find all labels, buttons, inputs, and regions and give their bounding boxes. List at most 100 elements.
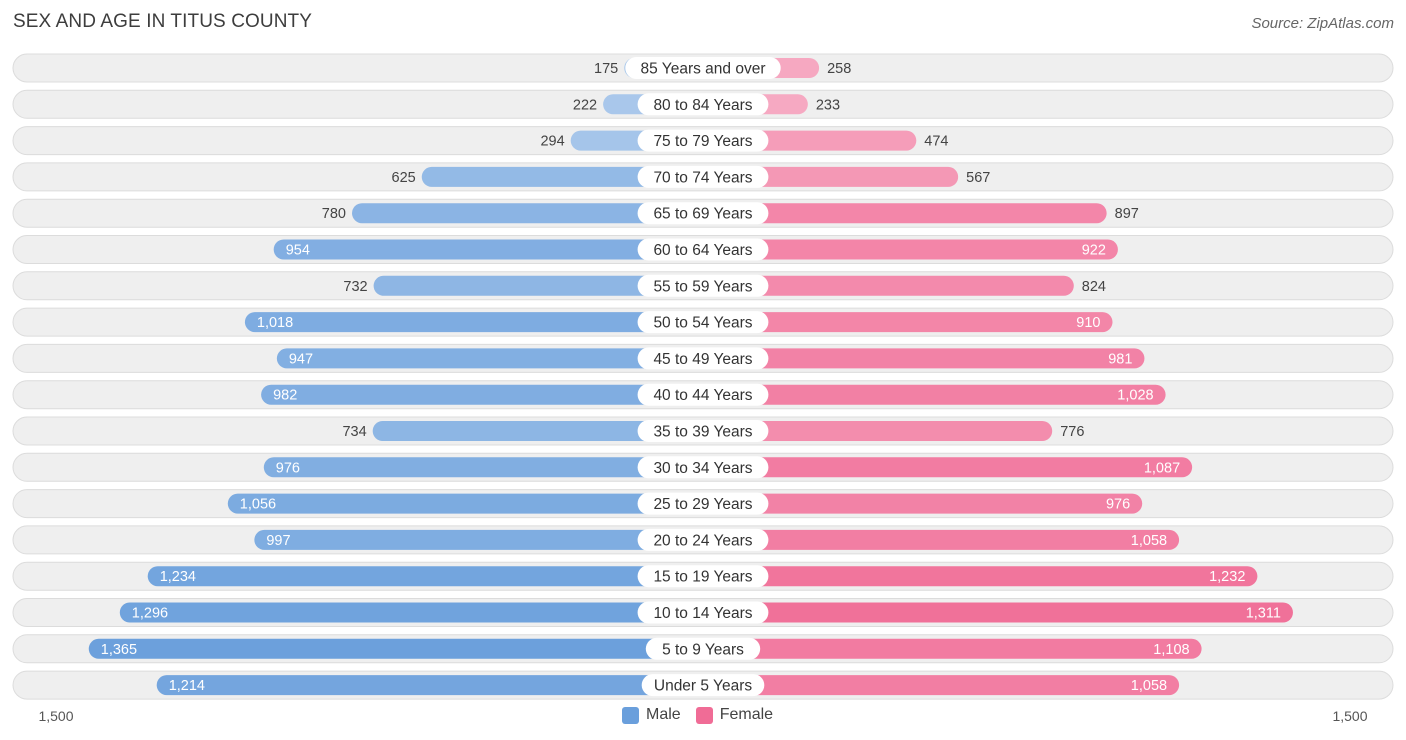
data-label-female: 910: [1076, 315, 1100, 331]
category-label: 5 to 9 Years: [662, 641, 744, 658]
data-label-female: 897: [1115, 206, 1139, 222]
category-label: 60 to 64 Years: [653, 242, 752, 259]
data-label-male: 997: [266, 533, 290, 549]
category-label-background: [637, 565, 769, 588]
data-label-female: 922: [1082, 243, 1106, 259]
category-label: 15 to 19 Years: [653, 569, 752, 586]
data-label-female: 776: [1060, 424, 1084, 440]
bar-male: [254, 529, 703, 550]
bar-female: [703, 384, 1166, 405]
data-label-female: 1,058: [1131, 678, 1167, 694]
bar-male: [156, 675, 703, 696]
bar-male: [119, 602, 704, 623]
bar-male: [261, 384, 703, 405]
category-label: Under 5 Years: [654, 678, 752, 695]
bar-male: [373, 275, 703, 296]
data-label-male: 1,234: [160, 569, 196, 585]
category-label: 25 to 29 Years: [653, 496, 752, 513]
bar-female: [703, 312, 1113, 333]
data-label-female: 258: [827, 61, 851, 77]
data-label-male: 982: [273, 388, 297, 404]
category-label-background: [637, 238, 769, 261]
category-label: 80 to 84 Years: [653, 97, 752, 114]
bar-female: [703, 421, 1053, 441]
bar-female: [703, 275, 1074, 296]
category-label-background: [637, 347, 769, 370]
data-label-female: 567: [966, 170, 990, 186]
category-label-background: [637, 456, 769, 479]
category-label: 40 to 44 Years: [653, 387, 752, 404]
legend-swatch-male: [622, 706, 639, 724]
data-label-male: 1,018: [257, 315, 293, 331]
data-label-female: 981: [1108, 351, 1132, 367]
data-label-female: 1,108: [1153, 642, 1189, 658]
legend-swatch-female: [695, 706, 713, 724]
category-label-background: [637, 165, 769, 188]
data-label-female: 1,087: [1144, 460, 1180, 476]
data-label-female: 976: [1106, 497, 1130, 513]
category-label: 55 to 59 Years: [653, 278, 752, 295]
category-label: 75 to 79 Years: [653, 133, 752, 150]
data-label-male: 947: [289, 351, 313, 367]
legend-label-male: Male: [646, 706, 681, 723]
bar-female: [703, 348, 1145, 369]
category-label: 20 to 24 Years: [653, 532, 752, 549]
bar-male: [227, 493, 704, 514]
category-label: 85 Years and over: [641, 61, 766, 78]
bar-female: [703, 566, 1258, 587]
category-label-background: [645, 637, 761, 660]
data-label-male: 976: [276, 460, 300, 476]
data-label-male: 1,365: [101, 642, 137, 658]
legend-label-female: Female: [719, 706, 774, 723]
data-label-male: 222: [573, 97, 597, 113]
category-label: 10 to 14 Years: [653, 605, 752, 622]
bar-male: [273, 239, 703, 260]
category-label-background: [637, 492, 769, 515]
data-label-male: 734: [342, 424, 366, 440]
bar-female: [703, 638, 1202, 659]
category-label-background: [637, 383, 769, 406]
legend-item-male[interactable]: Male: [622, 706, 681, 724]
category-label: 50 to 54 Years: [653, 315, 752, 332]
bar-female: [703, 203, 1107, 224]
data-label-male: 780: [322, 206, 346, 222]
category-label-background: [637, 420, 769, 442]
category-label-background: [637, 202, 769, 225]
bar-female: [703, 239, 1118, 260]
legend-item-female[interactable]: Female: [695, 706, 774, 724]
category-label-background: [637, 311, 769, 334]
x-axis-tick-left: 1,500: [38, 708, 73, 724]
data-label-female: 1,058: [1131, 533, 1167, 549]
data-label-male: 1,214: [169, 678, 205, 694]
x-axis-tick-right: 1,500: [1332, 708, 1367, 724]
bar-male: [372, 421, 703, 441]
data-label-male: 954: [286, 243, 310, 259]
category-label-background: [637, 93, 769, 116]
data-label-female: 1,311: [1246, 606, 1281, 622]
bar-male: [421, 166, 703, 187]
data-label-male: 1,056: [240, 497, 276, 513]
category-label: 45 to 49 Years: [653, 351, 752, 368]
category-label-background: [637, 274, 769, 297]
bar-female: [703, 493, 1143, 514]
category-label-background: [625, 57, 781, 79]
data-label-female: 1,028: [1117, 388, 1153, 404]
bar-male: [352, 203, 703, 224]
chart-title: SEX AND AGE IN TITUS COUNTY: [13, 11, 313, 32]
chart-source: Source: ZipAtlas.com: [1251, 15, 1394, 32]
category-label: 35 to 39 Years: [653, 424, 752, 441]
bar-female: [703, 457, 1193, 478]
data-label-female: 824: [1082, 279, 1106, 295]
category-label: 70 to 74 Years: [653, 169, 752, 186]
category-label: 65 to 69 Years: [653, 206, 752, 223]
data-label-male: 294: [540, 134, 564, 150]
data-label-male: 175: [594, 61, 618, 77]
chart-legend: Male Female: [622, 706, 788, 724]
data-label-male: 1,296: [132, 606, 168, 622]
category-label-background: [637, 129, 769, 152]
data-label-female: 474: [924, 134, 948, 150]
bar-male: [276, 348, 703, 369]
category-label-background: [637, 601, 769, 624]
bar-female: [703, 602, 1293, 623]
